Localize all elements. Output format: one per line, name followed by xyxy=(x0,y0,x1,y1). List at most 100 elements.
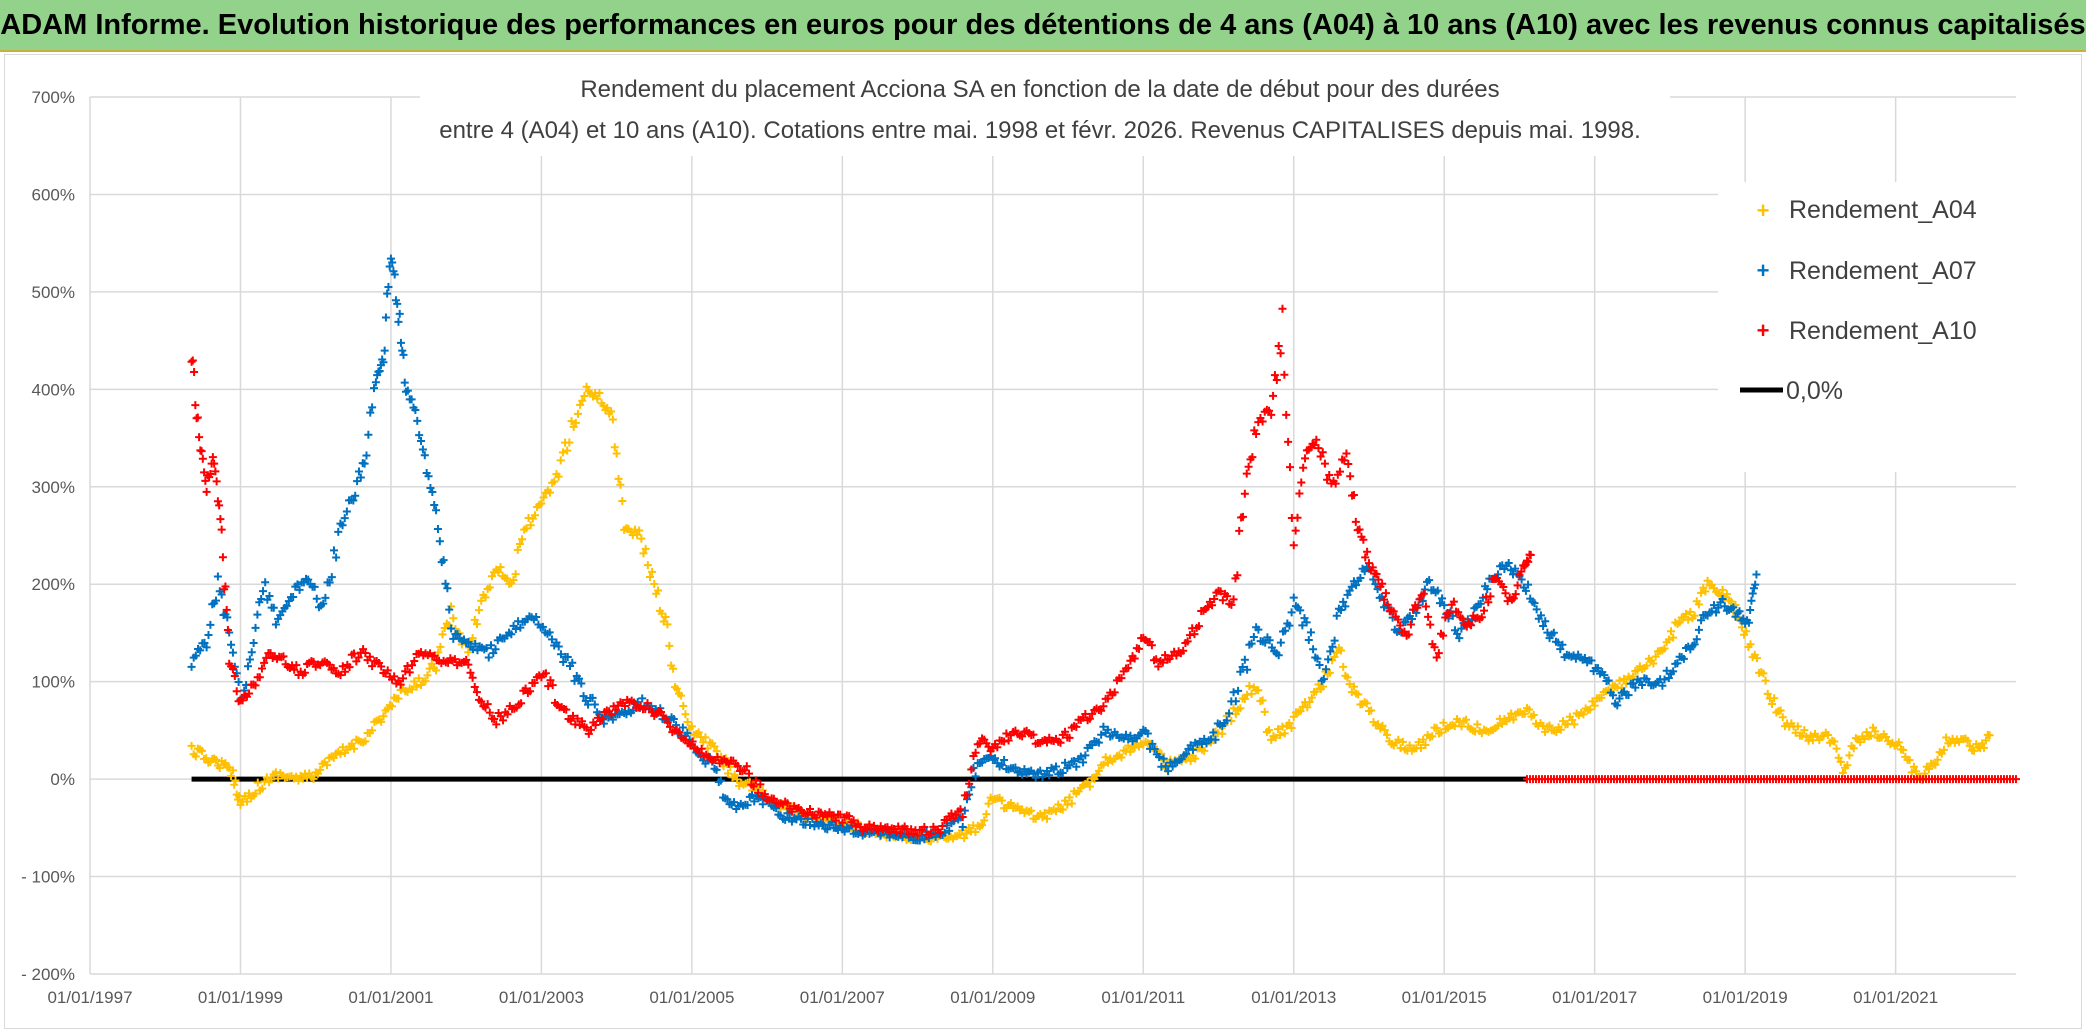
data-point xyxy=(1031,773,1040,782)
data-point xyxy=(745,769,754,778)
data-point xyxy=(1351,517,1360,526)
data-point xyxy=(1254,625,1263,634)
data-point xyxy=(312,594,321,603)
data-point xyxy=(1332,611,1341,620)
data-point xyxy=(1660,644,1669,653)
legend-marker-a07: + xyxy=(1757,258,1770,283)
data-point xyxy=(1462,715,1471,724)
data-point xyxy=(812,813,821,822)
data-point xyxy=(805,804,814,813)
data-point xyxy=(1304,636,1313,645)
data-point xyxy=(340,514,349,523)
data-point xyxy=(433,525,442,534)
data-point xyxy=(1396,621,1405,630)
data-point xyxy=(319,599,328,608)
data-point xyxy=(1525,705,1534,714)
data-point xyxy=(1094,766,1103,775)
data-point xyxy=(1556,725,1565,734)
data-point xyxy=(438,630,447,639)
y-tick-label: 600% xyxy=(32,185,75,204)
data-point xyxy=(1440,601,1449,610)
data-point xyxy=(1761,676,1770,685)
data-point xyxy=(1394,615,1402,624)
data-point xyxy=(781,815,790,824)
data-point xyxy=(663,718,672,727)
data-point xyxy=(577,679,586,688)
data-point xyxy=(368,726,377,735)
data-point xyxy=(261,578,270,587)
data-point xyxy=(567,417,576,426)
data-point xyxy=(1309,645,1318,654)
data-point xyxy=(892,828,901,837)
data-point xyxy=(201,476,210,485)
data-point xyxy=(494,568,503,577)
data-point xyxy=(743,801,752,810)
data-point xyxy=(1314,444,1323,453)
data-point xyxy=(234,678,243,687)
data-point xyxy=(1697,616,1706,625)
data-point xyxy=(395,309,404,318)
data-point xyxy=(1624,691,1633,700)
data-point xyxy=(1124,663,1133,672)
data-point xyxy=(1419,735,1428,744)
data-point xyxy=(758,800,767,809)
data-point xyxy=(571,418,580,427)
data-point xyxy=(265,592,274,601)
data-point xyxy=(1270,371,1279,380)
data-point xyxy=(1097,706,1106,715)
data-point xyxy=(1243,665,1252,674)
data-point xyxy=(196,646,205,655)
data-point xyxy=(483,700,492,709)
data-point xyxy=(648,567,657,576)
data-point xyxy=(1746,640,1755,649)
data-point xyxy=(462,655,471,664)
data-point xyxy=(1349,682,1358,691)
data-point xyxy=(1421,602,1430,611)
data-point xyxy=(282,601,291,610)
data-point xyxy=(1282,410,1291,419)
data-point xyxy=(769,794,778,803)
data-point xyxy=(629,698,638,707)
data-point xyxy=(1776,706,1785,715)
x-tick-label: 01/01/1997 xyxy=(47,988,132,1007)
data-point xyxy=(383,666,392,675)
data-point xyxy=(1416,744,1425,753)
data-point xyxy=(1541,617,1550,626)
data-point xyxy=(1437,728,1446,737)
data-point xyxy=(1638,681,1647,690)
data-point xyxy=(1517,575,1526,584)
data-point xyxy=(1742,627,1751,636)
data-point xyxy=(1697,588,1706,597)
data-point xyxy=(1462,622,1471,631)
data-point xyxy=(1479,606,1488,615)
data-point xyxy=(468,634,477,643)
data-point xyxy=(1036,766,1045,775)
data-point xyxy=(831,816,840,825)
data-point xyxy=(545,628,554,637)
report-banner: ADAM Informe. Evolution historique des p… xyxy=(0,0,2086,52)
data-point xyxy=(394,694,403,703)
data-point xyxy=(1965,741,1974,750)
data-point xyxy=(958,823,967,832)
data-point xyxy=(1871,727,1880,736)
data-point xyxy=(1058,805,1067,814)
data-point xyxy=(1590,701,1599,710)
data-point xyxy=(756,780,765,789)
data-point xyxy=(1306,628,1315,637)
data-point xyxy=(1597,693,1606,702)
data-point xyxy=(573,409,582,418)
data-point xyxy=(537,499,546,508)
data-point xyxy=(980,816,989,825)
data-point xyxy=(257,664,266,673)
data-point xyxy=(612,449,621,458)
data-point xyxy=(1439,718,1448,727)
data-point xyxy=(1320,459,1329,468)
data-point xyxy=(582,382,591,391)
x-tick-label: 01/01/2021 xyxy=(1853,988,1938,1007)
y-tick-label: 300% xyxy=(32,478,75,497)
data-point xyxy=(688,737,697,746)
data-point xyxy=(1349,490,1358,499)
data-point xyxy=(1453,629,1462,638)
data-point xyxy=(1718,595,1727,604)
data-point xyxy=(1090,775,1099,784)
